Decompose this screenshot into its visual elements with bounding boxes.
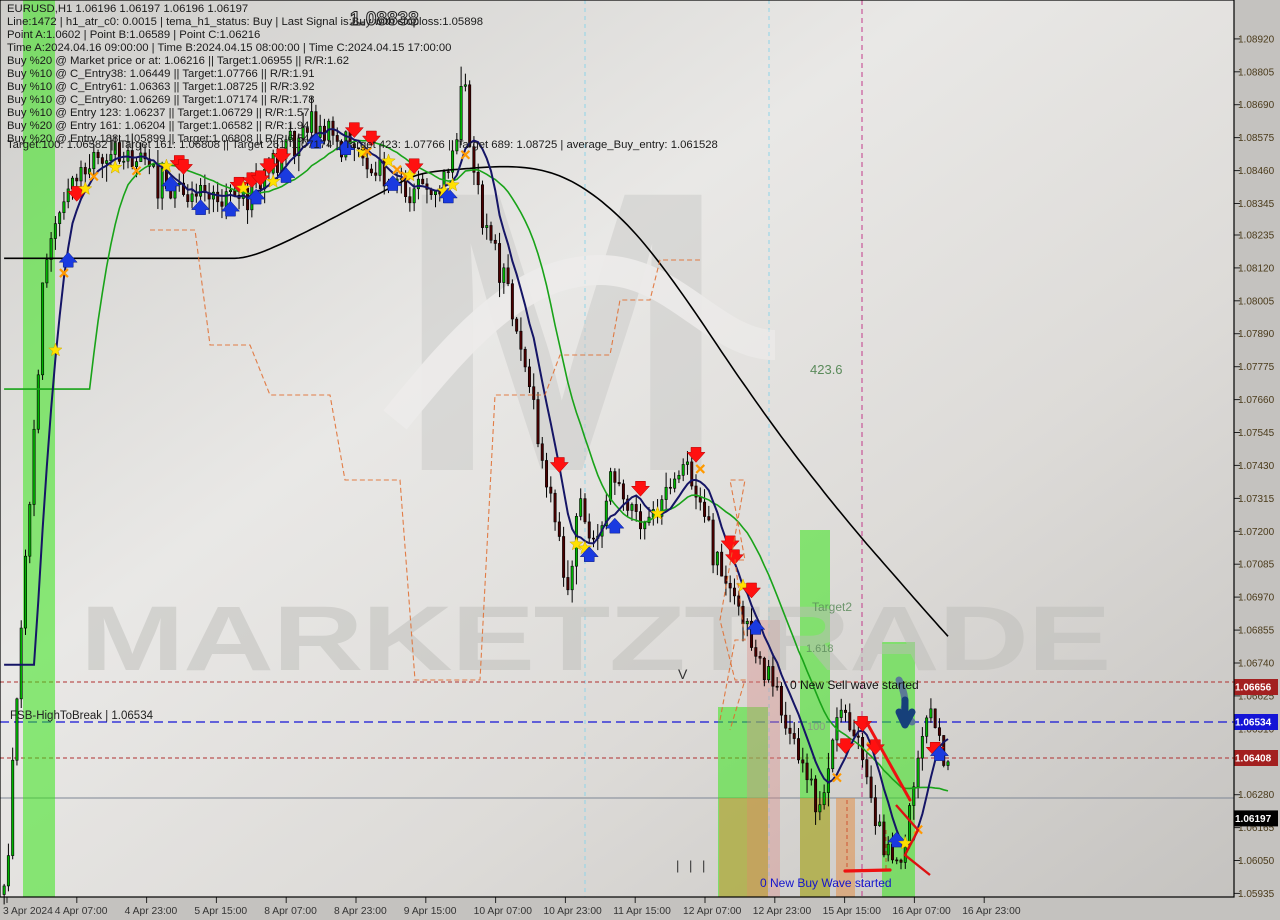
svg-text:12 Apr 23:00: 12 Apr 23:00 (753, 906, 812, 917)
svg-text:1.07430: 1.07430 (1238, 461, 1275, 472)
svg-text:0 New Buy Wave started: 0 New Buy Wave started (760, 876, 892, 890)
svg-text:Target2: Target2 (812, 600, 852, 614)
svg-text:8 Apr 07:00: 8 Apr 07:00 (264, 906, 317, 917)
svg-text:0 New Sell wave started: 0 New Sell wave started (790, 678, 919, 692)
svg-text:Buy %10 @ C_Entry38: 1.06449 |: Buy %10 @ C_Entry38: 1.06449 || Target:1… (7, 68, 315, 80)
svg-text:4 Apr 23:00: 4 Apr 23:00 (125, 906, 178, 917)
svg-text:1.06408: 1.06408 (1235, 754, 1272, 765)
svg-text:1.07315: 1.07315 (1238, 494, 1275, 505)
svg-text:10 Apr 23:00: 10 Apr 23:00 (543, 906, 602, 917)
svg-text:1.08920: 1.08920 (1238, 34, 1275, 45)
svg-text:423.6: 423.6 (810, 362, 843, 377)
svg-text:1.08838: 1.08838 (350, 9, 419, 30)
svg-text:| | |: | | | (676, 858, 708, 873)
svg-text:1.08005: 1.08005 (1238, 296, 1275, 307)
svg-text:Point A:1.0602 | Point B:1.065: Point A:1.0602 | Point B:1.06589 | Point… (7, 29, 260, 41)
svg-text:Target:100: 1.06582 || Target: Target:100: 1.06582 || Target 161: 1.068… (7, 139, 718, 151)
svg-text:1.08460: 1.08460 (1238, 166, 1275, 177)
svg-text:1.06197: 1.06197 (1235, 814, 1272, 825)
svg-text:Time A:2024.04.16 09:00:00 | T: Time A:2024.04.16 09:00:00 | Time B:2024… (7, 42, 451, 54)
svg-text:16 Apr 07:00: 16 Apr 07:00 (892, 906, 951, 917)
svg-text:V: V (678, 666, 688, 682)
svg-text:1.07775: 1.07775 (1238, 362, 1275, 373)
svg-text:FSB-HighToBreak | 1.06534: FSB-HighToBreak | 1.06534 (10, 710, 154, 722)
svg-text:100: 100 (807, 721, 825, 733)
svg-text:16 Apr 23:00: 16 Apr 23:00 (962, 906, 1021, 917)
svg-text:Buy %10 @ C_Entry80: 1.06269 |: Buy %10 @ C_Entry80: 1.06269 || Target:1… (7, 94, 315, 106)
svg-text:4 Apr 07:00: 4 Apr 07:00 (55, 906, 108, 917)
svg-text:MARKETZTRADE: MARKETZTRADE (80, 588, 1110, 690)
svg-text:9 Apr 15:00: 9 Apr 15:00 (404, 906, 457, 917)
svg-text:1.08120: 1.08120 (1238, 263, 1275, 274)
svg-text:1.07890: 1.07890 (1238, 329, 1275, 340)
svg-text:10 Apr 07:00: 10 Apr 07:00 (474, 906, 533, 917)
svg-text:1.06050: 1.06050 (1238, 856, 1275, 867)
svg-text:Buy %20 @ Market price or at:: Buy %20 @ Market price or at: 1.06216 ||… (7, 55, 349, 67)
svg-text:3 Apr 2024: 3 Apr 2024 (3, 906, 53, 917)
svg-text:1.08235: 1.08235 (1238, 231, 1275, 242)
svg-text:1.06534: 1.06534 (1235, 718, 1272, 729)
svg-text:EURUSD,H1 1.06196 1.06197 1.0: EURUSD,H1 1.06196 1.06197 1.06196 1.0619… (7, 3, 248, 15)
svg-text:Buy %10 @ Entry 123: 1.06237 |: Buy %10 @ Entry 123: 1.06237 || Target:1… (7, 107, 309, 119)
svg-text:8 Apr 23:00: 8 Apr 23:00 (334, 906, 387, 917)
svg-text:1.08345: 1.08345 (1238, 199, 1275, 210)
svg-text:12 Apr 07:00: 12 Apr 07:00 (683, 906, 742, 917)
svg-text:1.06280: 1.06280 (1238, 790, 1275, 801)
svg-text:1.06855: 1.06855 (1238, 626, 1275, 637)
svg-text:1.07085: 1.07085 (1238, 560, 1275, 571)
svg-text:1.07545: 1.07545 (1238, 428, 1275, 439)
svg-text:11 Apr 15:00: 11 Apr 15:00 (613, 906, 671, 917)
svg-text:1.06656: 1.06656 (1235, 683, 1272, 694)
svg-text:1.06970: 1.06970 (1238, 593, 1275, 604)
svg-text:1.08575: 1.08575 (1238, 133, 1275, 144)
svg-text:15 Apr 15:00: 15 Apr 15:00 (823, 906, 882, 917)
svg-text:1.618: 1.618 (806, 643, 834, 655)
svg-text:1.08690: 1.08690 (1238, 100, 1275, 111)
svg-text:1.06740: 1.06740 (1238, 659, 1275, 670)
svg-text:1.07660: 1.07660 (1238, 395, 1275, 406)
svg-text:1.07200: 1.07200 (1238, 527, 1275, 538)
svg-text:5 Apr 15:00: 5 Apr 15:00 (194, 906, 247, 917)
svg-text:Buy %10 @ C_Entry61: 1.06363 |: Buy %10 @ C_Entry61: 1.06363 || Target:1… (7, 81, 315, 93)
svg-text:Buy %20 @ Entry 161: 1.06204 |: Buy %20 @ Entry 161: 1.06204 || Target:1… (7, 120, 309, 132)
svg-text:1.08805: 1.08805 (1238, 67, 1275, 78)
svg-text:1.05935: 1.05935 (1238, 889, 1275, 900)
